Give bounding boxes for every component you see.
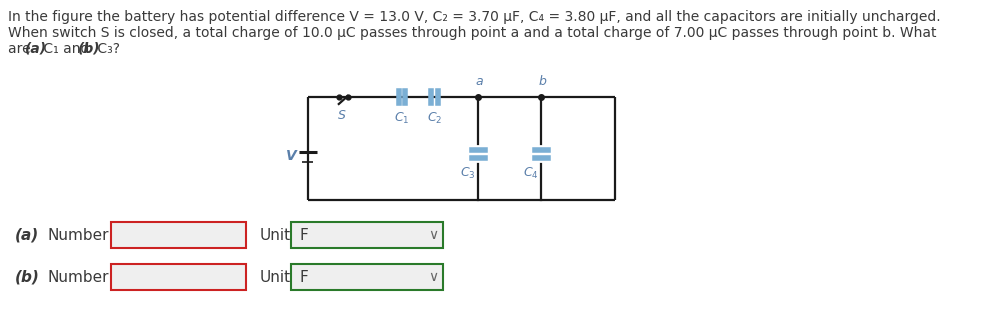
Text: Number: Number — [47, 227, 109, 243]
Text: C₃?: C₃? — [93, 42, 120, 56]
Text: (b): (b) — [78, 42, 100, 56]
Text: (a): (a) — [15, 227, 39, 243]
Bar — [110, 222, 246, 248]
Text: F: F — [299, 227, 308, 243]
Bar — [292, 264, 443, 290]
Text: ∨: ∨ — [428, 228, 438, 242]
Text: (a): (a) — [25, 42, 46, 56]
Text: S: S — [338, 109, 346, 122]
Bar — [110, 264, 246, 290]
Text: $C_3$: $C_3$ — [460, 165, 476, 180]
Text: When switch S is closed, a total charge of 10.0 μC passes through point a and a : When switch S is closed, a total charge … — [8, 26, 937, 40]
Text: b: b — [538, 75, 546, 88]
Text: C₁ and: C₁ and — [39, 42, 95, 56]
Text: ∨: ∨ — [428, 270, 438, 284]
Text: a: a — [475, 75, 483, 88]
Text: In the figure the battery has potential difference V = 13.0 V, C₂ = 3.70 μF, C₄ : In the figure the battery has potential … — [8, 10, 941, 24]
Text: $C_2$: $C_2$ — [427, 111, 442, 126]
Bar — [292, 222, 443, 248]
Text: V: V — [286, 150, 296, 163]
Text: $C_1$: $C_1$ — [394, 111, 410, 126]
Text: Number: Number — [47, 270, 109, 284]
Text: $C_4$: $C_4$ — [523, 165, 539, 180]
Text: F: F — [299, 270, 308, 284]
Text: Unit: Unit — [259, 270, 291, 284]
Text: are: are — [8, 42, 35, 56]
Text: Unit: Unit — [259, 227, 291, 243]
Text: (b): (b) — [15, 270, 39, 284]
